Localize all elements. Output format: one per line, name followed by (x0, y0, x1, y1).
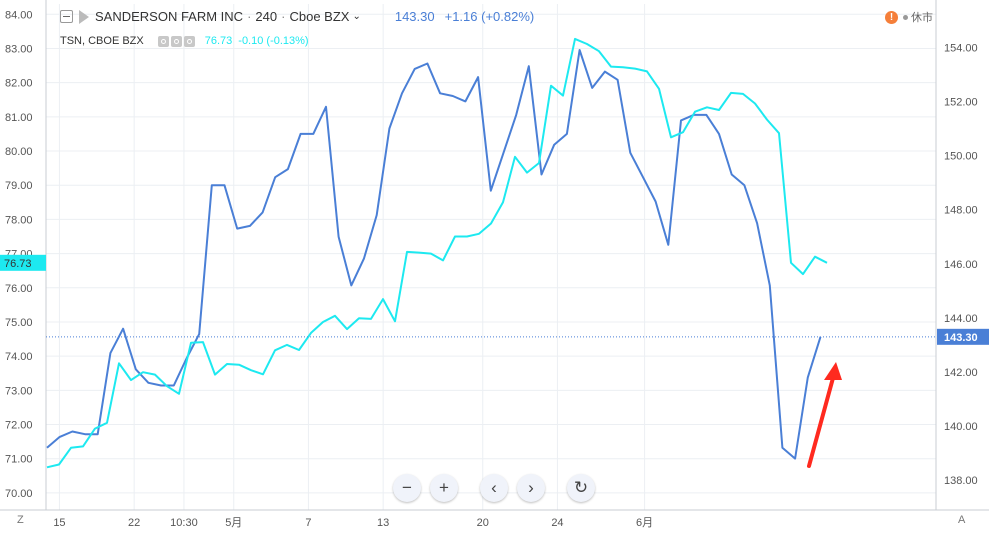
eye-icon[interactable] (157, 35, 169, 47)
left-axis-tick-label: 83.00 (5, 43, 33, 55)
right-axis-tick-label: 148.00 (944, 205, 978, 217)
auto-scale-button[interactable]: A (958, 514, 966, 526)
left-axis-tick-label: 70.00 (5, 488, 33, 500)
time-axis-tick-label: 24 (551, 517, 563, 529)
scroll-right-button[interactable]: › (517, 474, 545, 502)
left-axis-tick-label: 80.00 (5, 146, 33, 158)
separator: · (281, 9, 286, 24)
right-axis-tick-label: 142.00 (944, 367, 978, 379)
left-axis-tick-label: 75.00 (5, 317, 33, 329)
left-axis-tick-label: 71.00 (5, 454, 33, 466)
left-axis-tick-label: 81.00 (5, 112, 33, 124)
scroll-left-button[interactable]: ‹ (480, 474, 508, 502)
symbol-logo-icon (79, 9, 89, 24)
symbol-title[interactable]: SANDERSON FARM INC (95, 9, 244, 24)
right-axis-tick-label: 150.00 (944, 151, 978, 163)
annotation-arrow-shaft (807, 376, 835, 468)
right-axis-tick-label: 138.00 (944, 475, 978, 487)
right-axis-tick-label: 146.00 (944, 259, 978, 271)
left-axis-tick-label: 82.00 (5, 78, 33, 90)
timezone-button[interactable]: Z (17, 514, 24, 526)
left-axis-tick-label: 76.00 (5, 283, 33, 295)
left-axis-tick-label: 78.00 (5, 214, 33, 226)
left-axis-tick-label: 73.00 (5, 385, 33, 397)
reset-chart-button[interactable]: ↻ (567, 474, 595, 502)
annotation-arrow-head (824, 362, 842, 380)
collapse-legend-button[interactable] (60, 10, 73, 23)
time-axis-tick-label: 10:30 (170, 517, 198, 529)
warning-icon[interactable]: ! (885, 10, 898, 24)
close-icon[interactable] (183, 35, 195, 47)
left-axis-tick-label: 79.00 (5, 180, 33, 192)
zoom-out-button[interactable]: − (393, 474, 421, 502)
compare-legend: TSN, CBOE BZX 76.73 -0.10 (-0.13%) (60, 35, 309, 47)
left-axis-tick-label: 74.00 (5, 351, 33, 363)
main-legend: SANDERSON FARM INC · 240 · Cboe BZX ⌄ 14… (60, 9, 534, 24)
time-axis-tick-label: 5月 (225, 517, 242, 529)
time-axis-tick-label: 6月 (636, 517, 653, 529)
main-change: +1.16 (+0.82%) (444, 9, 535, 24)
market-status: ! 休市 (885, 9, 933, 25)
time-axis-tick-label: 13 (377, 517, 389, 529)
right-axis-tick-label: 144.00 (944, 313, 978, 325)
status-dot-icon (903, 14, 908, 20)
time-axis-tick-label: 22 (128, 517, 140, 529)
separator: · (247, 9, 252, 24)
settings-icon[interactable] (170, 35, 182, 47)
compare-price: 76.73 (204, 35, 233, 47)
right-price-tag (937, 328, 989, 345)
right-axis-tick-label: 154.00 (944, 42, 978, 54)
time-axis-tick-label: 20 (477, 517, 489, 529)
main-price: 143.30 (394, 9, 435, 24)
chevron-down-icon[interactable]: ⌄ (352, 11, 361, 22)
right-axis-tick-label: 152.00 (944, 96, 978, 108)
interval-label[interactable]: 240 (255, 9, 278, 24)
left-axis-tick-label: 72.00 (5, 420, 33, 432)
right-axis-tick-label: 140.00 (944, 421, 978, 433)
zoom-in-button[interactable]: + (430, 474, 458, 502)
time-axis-tick-label: 7 (305, 517, 311, 529)
left-axis-tick-label: 84.00 (5, 9, 33, 21)
market-status-text: 休市 (911, 12, 933, 24)
left-price-tag (0, 254, 46, 271)
compare-symbol-label[interactable]: TSN, CBOE BZX (60, 35, 144, 47)
left-price-tag-label: 76.73 (4, 258, 32, 270)
time-axis-tick-label: 15 (53, 517, 65, 529)
right-price-tag-label: 143.30 (944, 332, 978, 344)
exchange-label[interactable]: Cboe BZX (289, 9, 350, 24)
series-line-tsn (46, 37, 828, 469)
compare-change: -0.10 (-0.13%) (238, 35, 309, 47)
